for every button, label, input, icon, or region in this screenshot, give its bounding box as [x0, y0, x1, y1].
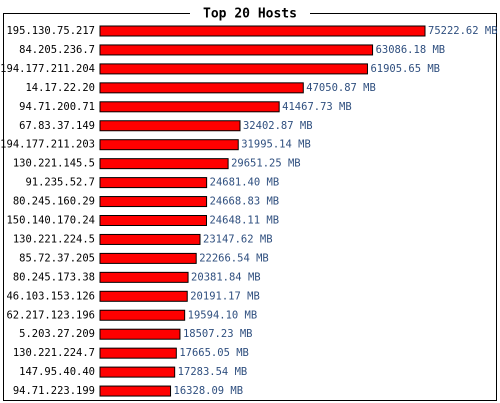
bar — [99, 290, 188, 302]
host-label: 62.217.123.196 — [6, 309, 95, 321]
value-label: 24668.83 MB — [210, 196, 280, 208]
host-label: 94.71.200.71 — [19, 101, 95, 113]
bar — [99, 101, 280, 113]
value-label: 75222.62 MB — [428, 25, 498, 37]
value-label: 20191.17 MB — [190, 290, 260, 302]
value-label: 41467.73 MB — [282, 101, 352, 113]
host-label: 194.177.211.203 — [0, 139, 95, 151]
bar — [99, 366, 176, 378]
bar — [99, 271, 189, 283]
value-label: 18507.23 MB — [183, 328, 253, 340]
value-label: 29651.25 MB — [231, 158, 301, 170]
host-label: 150.140.170.24 — [6, 215, 95, 227]
value-label: 17665.05 MB — [179, 347, 249, 359]
host-label: 130.221.224.5 — [13, 233, 95, 245]
chart-title: Top 20 Hosts — [203, 7, 297, 22]
bar — [99, 252, 197, 264]
bar — [99, 385, 172, 397]
value-label: 17283.54 MB — [178, 366, 248, 378]
host-label: 84.205.236.7 — [19, 44, 95, 56]
bar — [99, 347, 177, 359]
bar — [99, 233, 201, 245]
bar — [99, 139, 239, 151]
value-label: 24681.40 MB — [210, 177, 280, 189]
bar — [99, 25, 426, 37]
host-label: 91.235.52.7 — [25, 177, 95, 189]
bar — [99, 44, 374, 56]
value-label: 63086.18 MB — [376, 44, 446, 56]
bar — [99, 215, 207, 226]
value-label: 24648.11 MB — [209, 215, 279, 227]
bar — [99, 196, 208, 208]
host-label: 14.17.22.20 — [25, 82, 95, 94]
host-label: 194.177.211.204 — [0, 63, 95, 75]
value-label: 16328.09 MB — [174, 385, 244, 397]
title-backdrop — [190, 5, 310, 21]
bar — [99, 82, 304, 94]
host-label: 130.221.224.7 — [13, 347, 95, 359]
value-label: 61905.65 MB — [370, 63, 440, 75]
value-label: 19594.10 MB — [188, 309, 258, 321]
host-label: 67.83.37.149 — [19, 120, 95, 132]
value-label: 32402.87 MB — [243, 120, 313, 132]
host-label: 85.72.37.205 — [19, 252, 95, 264]
bar — [99, 63, 368, 75]
bar — [99, 120, 241, 132]
value-label: 47050.87 MB — [306, 82, 376, 94]
host-label: 5.203.27.209 — [19, 328, 95, 340]
bar — [99, 158, 229, 170]
bar — [99, 309, 186, 321]
host-label: 94.71.223.199 — [13, 385, 95, 397]
host-label: 195.130.75.217 — [6, 25, 95, 37]
bar — [99, 177, 208, 189]
host-label: 80.245.173.38 — [13, 271, 95, 283]
value-label: 20381.84 MB — [191, 271, 261, 283]
host-label: 130.221.145.5 — [13, 158, 95, 170]
host-label: 80.245.160.29 — [13, 196, 95, 208]
value-label: 31995.14 MB — [241, 139, 311, 151]
value-label: 22266.54 MB — [199, 252, 269, 264]
host-label: 46.103.153.126 — [6, 290, 95, 302]
host-label: 147.95.40.40 — [19, 366, 95, 378]
value-label: 23147.62 MB — [203, 233, 273, 245]
bar — [99, 328, 181, 340]
